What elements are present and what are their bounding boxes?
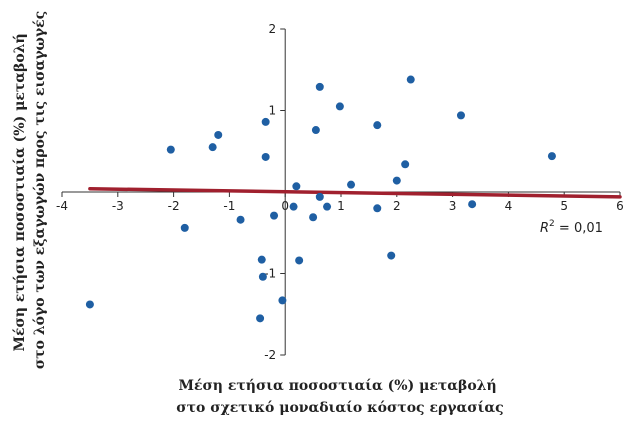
data-point [315, 192, 324, 201]
r-squared-annotation: R2 = 0,01 [540, 219, 603, 236]
data-point [261, 117, 270, 126]
x-tick-label: 3 [449, 199, 457, 213]
y-tick-label: -1 [264, 267, 276, 281]
data-point [335, 102, 344, 111]
y-tick-label: 1 [269, 104, 277, 118]
data-point [180, 223, 189, 232]
x-tick-label: -3 [112, 199, 124, 213]
x-tick-label: 6 [616, 199, 624, 213]
svg-text:Μέση ετήσια ποσοστιαία (%) μετ: Μέση ετήσια ποσοστιαία (%) μεταβολή στο … [11, 11, 48, 369]
data-point [323, 202, 332, 211]
data-point [547, 152, 556, 161]
x-axis-title: Μέση ετήσια ποσοστιαία (%) μεταβολή στο … [176, 377, 503, 416]
data-point [208, 143, 217, 152]
data-point [292, 182, 301, 191]
data-point [257, 255, 266, 264]
y-tick-label: -2 [264, 348, 276, 362]
data-point [392, 176, 401, 185]
data-point [85, 300, 94, 309]
y-axis-title-line-1: Μέση ετήσια ποσοστιαία (%) μεταβολή [11, 33, 28, 351]
x-tick-label: 1 [337, 199, 345, 213]
data-point [258, 272, 267, 281]
trend-line [88, 186, 622, 199]
x-tick-label: 2 [393, 199, 401, 213]
data-point [315, 82, 324, 91]
x-tick-label: -2 [168, 199, 180, 213]
x-tick-label: 4 [505, 199, 513, 213]
data-point [256, 314, 265, 323]
data-point [214, 130, 223, 139]
data-point [278, 296, 287, 305]
data-point [309, 213, 318, 222]
data-point [295, 256, 304, 265]
data-point [406, 75, 415, 84]
y-axis-title: Μέση ετήσια ποσοστιαία (%) μεταβολή στο … [11, 11, 48, 369]
data-point [468, 200, 477, 209]
data-point [373, 204, 382, 213]
x-axis-title-line-1: Μέση ετήσια ποσοστιαία (%) μεταβολή [178, 377, 496, 394]
data-point [311, 126, 320, 135]
data-point [456, 111, 465, 120]
data-point [347, 180, 356, 189]
x-tick-label: -1 [223, 199, 235, 213]
data-point [270, 211, 279, 220]
data-point [289, 202, 298, 211]
y-axis-title-line-2: στο λόγο των εξαγωγών προς τις εισαγωγές [32, 11, 48, 369]
x-axis-title-line-2: στο σχετικό μοναδιαίο κόστος εργασίας [176, 399, 503, 416]
data-points [85, 75, 556, 323]
x-tick-label: 5 [560, 199, 568, 213]
data-point [373, 121, 382, 130]
trendline-group [88, 186, 622, 199]
x-tick-label: -4 [56, 199, 68, 213]
data-point [236, 215, 245, 224]
data-point [401, 160, 410, 169]
data-point [387, 251, 396, 260]
data-point [261, 152, 270, 161]
y-tick-label: 2 [269, 22, 277, 36]
data-point [166, 145, 175, 154]
